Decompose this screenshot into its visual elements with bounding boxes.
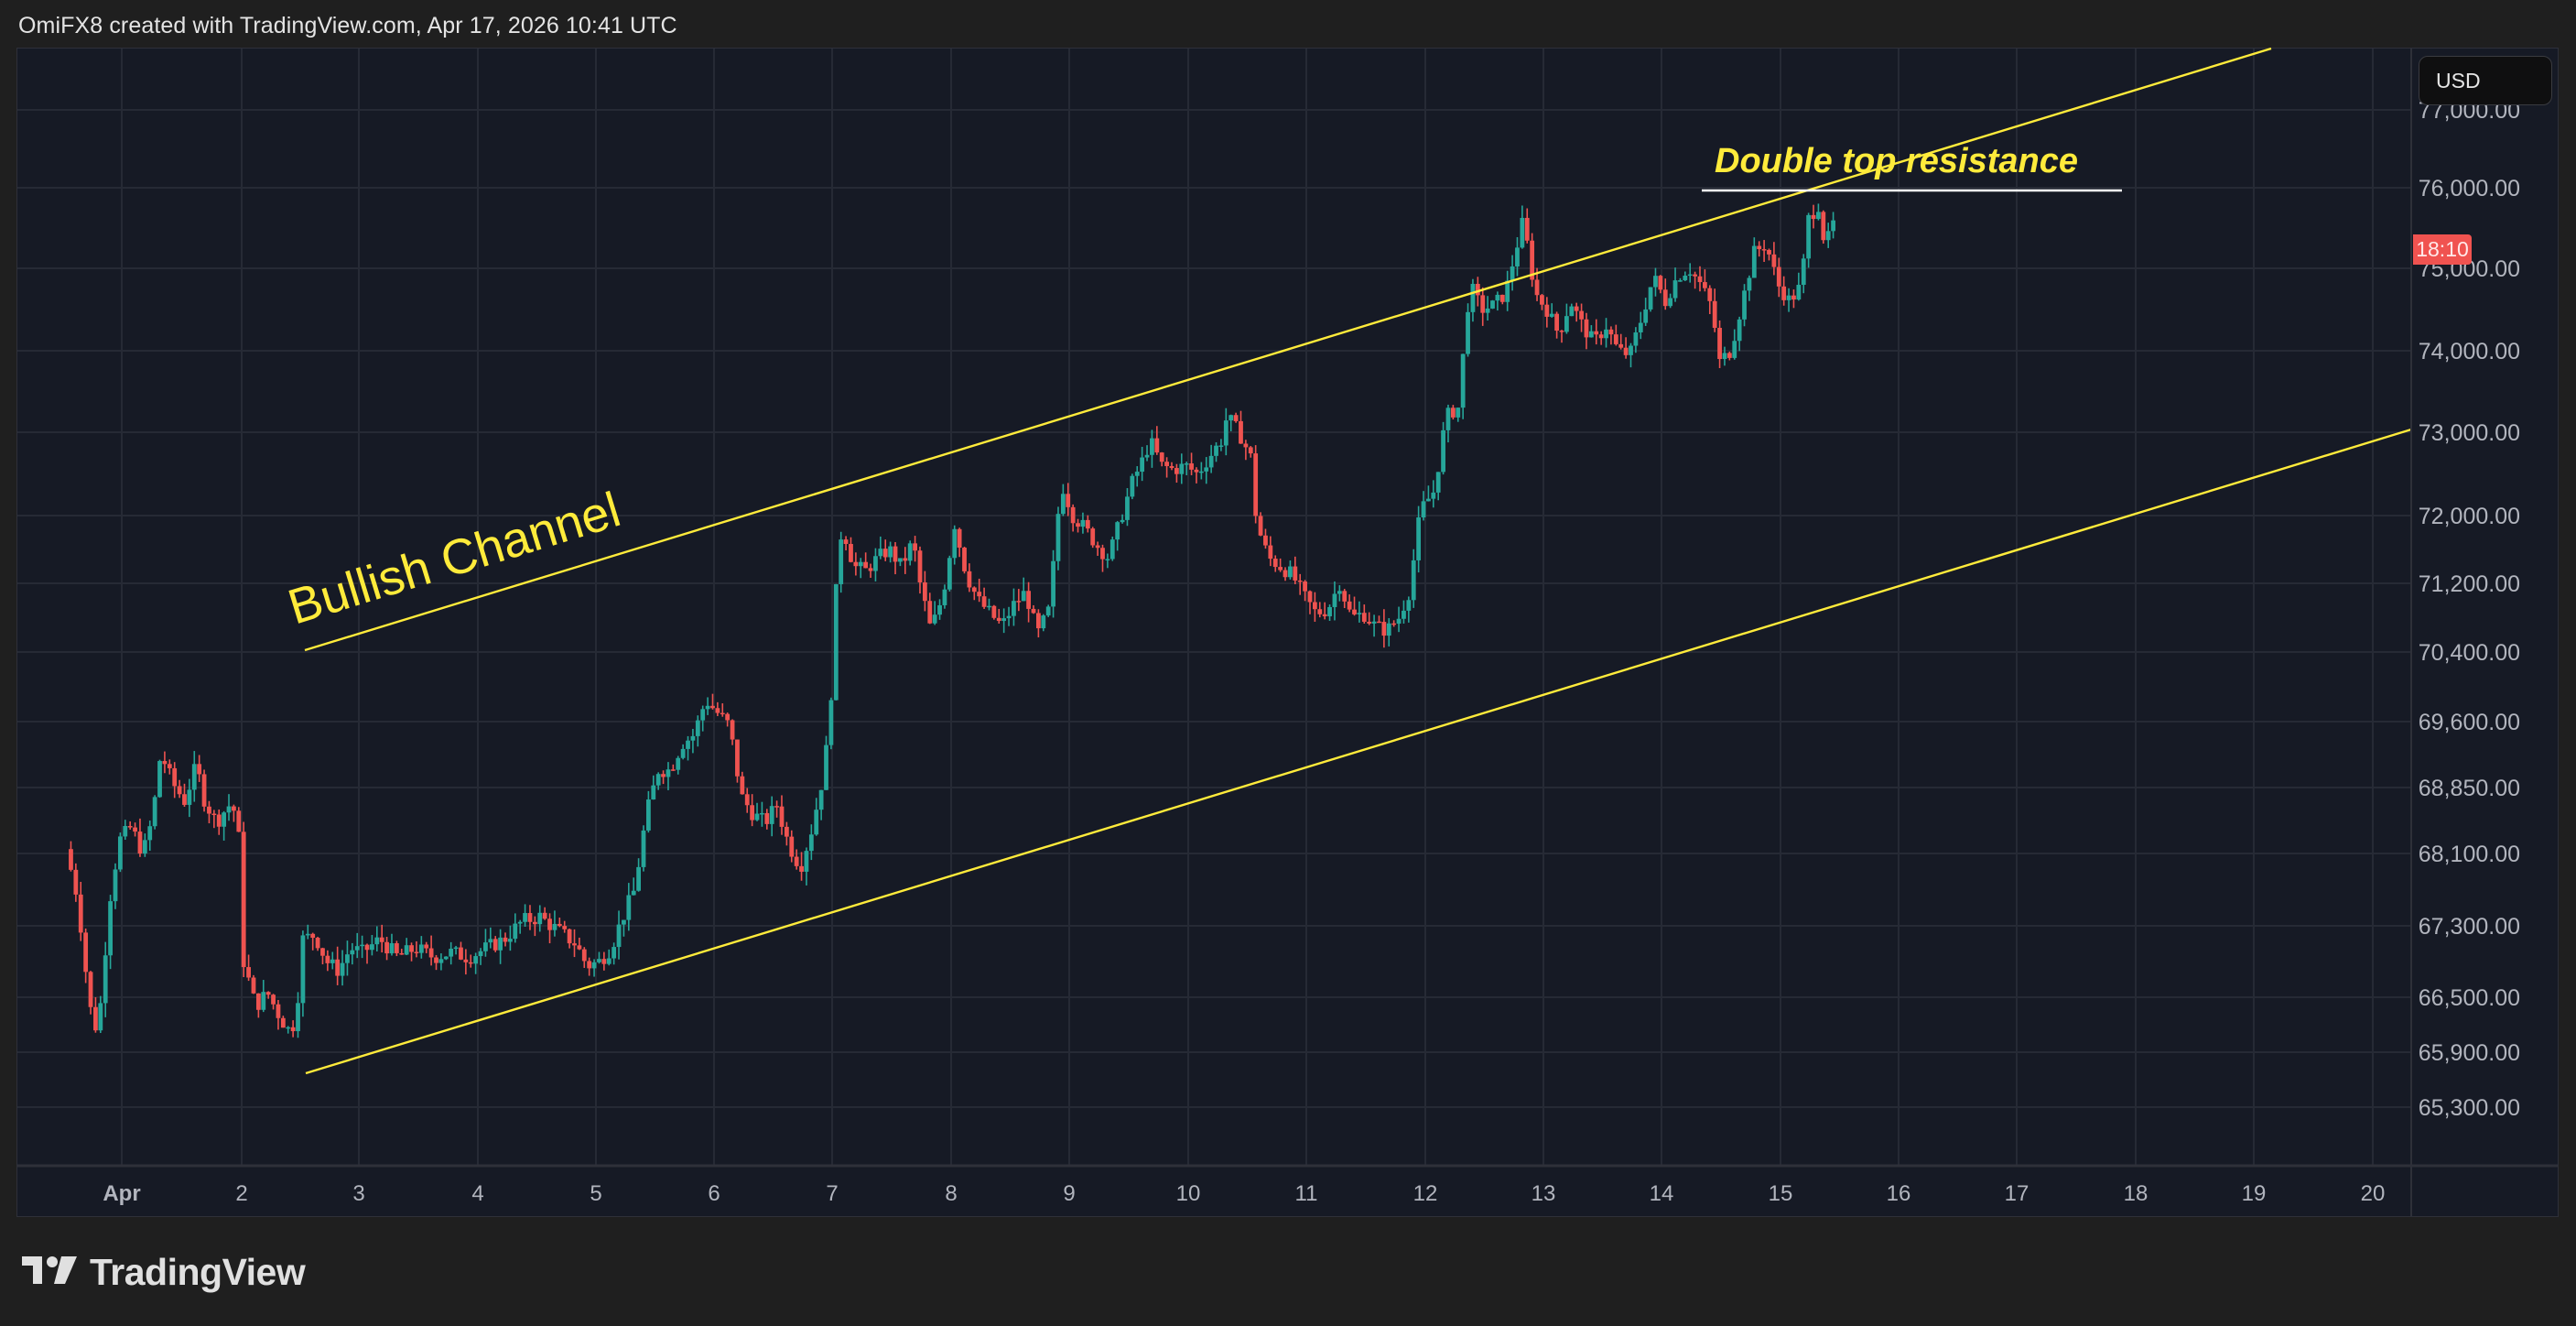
price-tick-label: 65,300.00 [2419,1095,2520,1121]
time-tick-label: 8 [945,1181,957,1206]
tradingview-logo-icon [22,1256,77,1284]
time-tick-label: 7 [826,1181,838,1206]
time-tick-label: 17 [2005,1181,2029,1206]
grid-lines [17,49,2411,1166]
time-tick-label: 4 [471,1181,483,1206]
time-tick-label: 5 [590,1181,601,1206]
price-tick-label: 68,100.00 [2419,842,2520,867]
time-tick-label: 14 [1650,1181,1674,1206]
price-axis-labels[interactable]: 77,000.0076,000.0075,000.0074,000.0073,0… [2419,98,2520,1121]
price-tick-label: 70,400.00 [2419,640,2520,666]
currency-button[interactable]: USD [2419,56,2552,105]
chart-credit: OmiFX8 created with TradingView.com, Apr… [18,13,677,38]
time-tick-label: 20 [2361,1181,2386,1206]
price-tick-label: 67,300.00 [2419,914,2520,940]
channel-lower-trendline[interactable] [305,428,2412,1075]
price-tick-label: 66,500.00 [2419,985,2520,1011]
price-tick-label: 74,000.00 [2419,339,2520,364]
price-tick-label: 69,600.00 [2419,710,2520,735]
price-tick-label: 76,000.00 [2419,176,2520,201]
price-tick-label: 65,900.00 [2419,1040,2520,1066]
time-tick-label: 18 [2124,1181,2148,1206]
channel-upper-trendline[interactable] [304,47,2272,652]
chart-drawings[interactable]: Bullish Channel Double top resistance [282,47,2412,1075]
price-candles [69,203,1835,1038]
time-tick-label: 16 [1887,1181,1911,1206]
price-tick-label: 73,000.00 [2419,420,2520,446]
price-tick-label: 72,000.00 [2419,504,2520,529]
time-tick-label: 10 [1176,1181,1201,1206]
time-axis-labels[interactable]: Apr 2 3 4 5 6 7 8 9 10 11 12 13 14 15 16 17 18 19 20 [103,1181,2385,1206]
time-tick-label: 3 [352,1181,364,1206]
time-tick-label: 6 [708,1181,720,1206]
bullish-channel-label[interactable]: Bullish Channel [282,482,626,635]
bar-countdown-badge: 18:10 [2413,234,2472,265]
time-tick-label: 9 [1063,1181,1075,1206]
price-tick-label: 71,200.00 [2419,571,2520,597]
time-tick-label: 19 [2242,1181,2267,1206]
time-tick-label: Apr [103,1181,140,1206]
price-tick-label: 68,850.00 [2419,776,2520,801]
tradingview-logo-text: TradingView [90,1250,306,1293]
time-tick-label: 15 [1769,1181,1793,1206]
time-tick-label: 12 [1413,1181,1438,1206]
tradingview-logo[interactable]: TradingView [22,1251,306,1293]
time-tick-label: 2 [235,1181,247,1206]
time-tick-label: 11 [1295,1181,1318,1206]
time-tick-label: 13 [1532,1181,1556,1206]
axes: 77,000.0076,000.0075,000.0074,000.0073,0… [17,49,2558,1216]
double-top-resistance-label[interactable]: Double top resistance [1715,142,2078,180]
